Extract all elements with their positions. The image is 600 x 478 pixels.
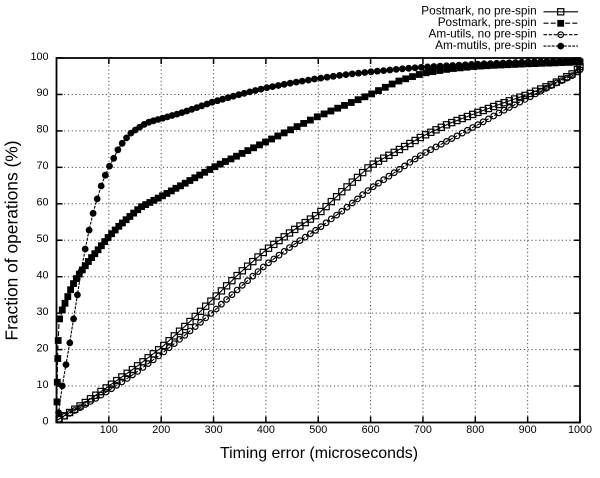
svg-text:Postmark, pre-spin: Postmark, pre-spin bbox=[438, 15, 537, 29]
svg-text:Timing error (microseconds): Timing error (microseconds) bbox=[220, 445, 418, 462]
svg-text:700: 700 bbox=[414, 424, 432, 436]
svg-text:900: 900 bbox=[519, 424, 537, 436]
svg-text:800: 800 bbox=[466, 424, 484, 436]
svg-text:60: 60 bbox=[36, 197, 48, 209]
svg-text:100: 100 bbox=[30, 51, 48, 63]
svg-text:200: 200 bbox=[152, 424, 170, 436]
svg-text:80: 80 bbox=[36, 124, 48, 136]
svg-text:1000: 1000 bbox=[568, 424, 592, 436]
svg-text:30: 30 bbox=[36, 306, 48, 318]
svg-text:0: 0 bbox=[42, 415, 48, 427]
svg-text:90: 90 bbox=[36, 87, 48, 99]
svg-text:Postmark, no pre-spin: Postmark, no pre-spin bbox=[421, 4, 536, 18]
svg-text:300: 300 bbox=[205, 424, 223, 436]
svg-text:Am-mutils, pre-spin: Am-mutils, pre-spin bbox=[435, 38, 537, 52]
svg-text:600: 600 bbox=[362, 424, 380, 436]
svg-text:400: 400 bbox=[257, 424, 275, 436]
svg-text:70: 70 bbox=[36, 160, 48, 172]
svg-text:100: 100 bbox=[100, 424, 118, 436]
svg-text:40: 40 bbox=[36, 270, 48, 282]
svg-text:Am-utils, no pre-spin: Am-utils, no pre-spin bbox=[429, 27, 537, 41]
svg-text:500: 500 bbox=[309, 424, 327, 436]
svg-text:10: 10 bbox=[36, 379, 48, 391]
svg-text:20: 20 bbox=[36, 342, 48, 354]
svg-text:50: 50 bbox=[36, 233, 48, 245]
svg-text:Fraction of operations (%): Fraction of operations (%) bbox=[2, 140, 22, 340]
